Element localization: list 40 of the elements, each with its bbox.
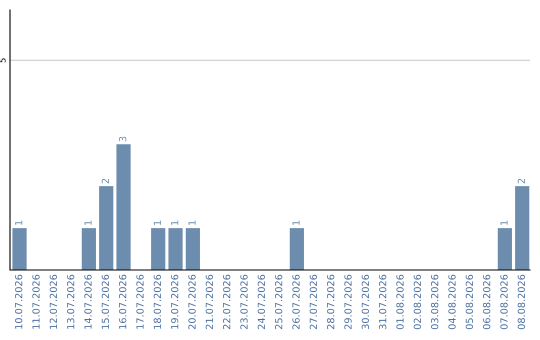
data-label: 1 (84, 220, 92, 225)
x-tick-label: 30.07.2026 (362, 274, 370, 330)
x-tick-label: 01.08.2026 (396, 274, 404, 330)
x-tick-label: 06.08.2026 (483, 274, 490, 330)
x-tick-label: 15.07.2026 (102, 274, 110, 329)
data-label: 1 (292, 220, 300, 225)
x-tick-label: 18.07.2026 (154, 274, 162, 329)
data-label: 2 (518, 178, 525, 184)
x-tick-label: 22.07.2026 (223, 274, 230, 330)
x-tick-label: 23.07.2026 (240, 274, 248, 330)
data-label: 1 (171, 220, 178, 225)
data-label: 1 (15, 220, 22, 225)
x-tick-label: 26.07.2026 (292, 274, 300, 330)
x-tick-label: 03.08.2026 (431, 274, 438, 330)
x-tick-label: 16.07.2026 (119, 274, 126, 329)
data-label: 1 (500, 220, 508, 225)
x-tick-label: 24.07.2026 (258, 274, 266, 330)
x-tick-label: 08.08.2026 (518, 274, 526, 330)
x-tick-label: 31.07.2026 (379, 274, 386, 330)
x-tick-label: 29.07.2026 (344, 274, 352, 330)
x-tick-label: 10.07.2026 (15, 274, 22, 329)
x-tick-label: 19.07.2026 (171, 274, 178, 329)
x-tick-label: 04.08.2026 (448, 274, 456, 330)
x-tick-label: 27.07.2026 (310, 274, 318, 330)
data-label: 3 (119, 136, 126, 142)
x-tick-label: 20.07.2026 (188, 274, 196, 330)
x-tick-label: 21.07.2026 (206, 274, 214, 330)
x-tick-label: 12.07.2026 (50, 274, 58, 329)
data-label: 1 (154, 220, 161, 225)
data-label: 2 (102, 178, 109, 184)
x-tick-label: 14.07.2026 (84, 274, 92, 329)
x-tick-label: 02.08.2026 (414, 274, 422, 330)
x-tick-label: 05.08.2026 (466, 274, 474, 330)
x-tick-label: 07.08.2026 (500, 274, 508, 330)
data-label: 1 (188, 220, 196, 225)
x-tick-label: 25.07.2026 (275, 274, 282, 330)
x-tick-label: 28.07.2026 (327, 274, 334, 330)
x-tick-label: 13.07.2026 (67, 274, 74, 329)
x-tick-label: 11.07.2026 (32, 274, 40, 329)
x-tick-label: 17.07.2026 (136, 274, 144, 329)
